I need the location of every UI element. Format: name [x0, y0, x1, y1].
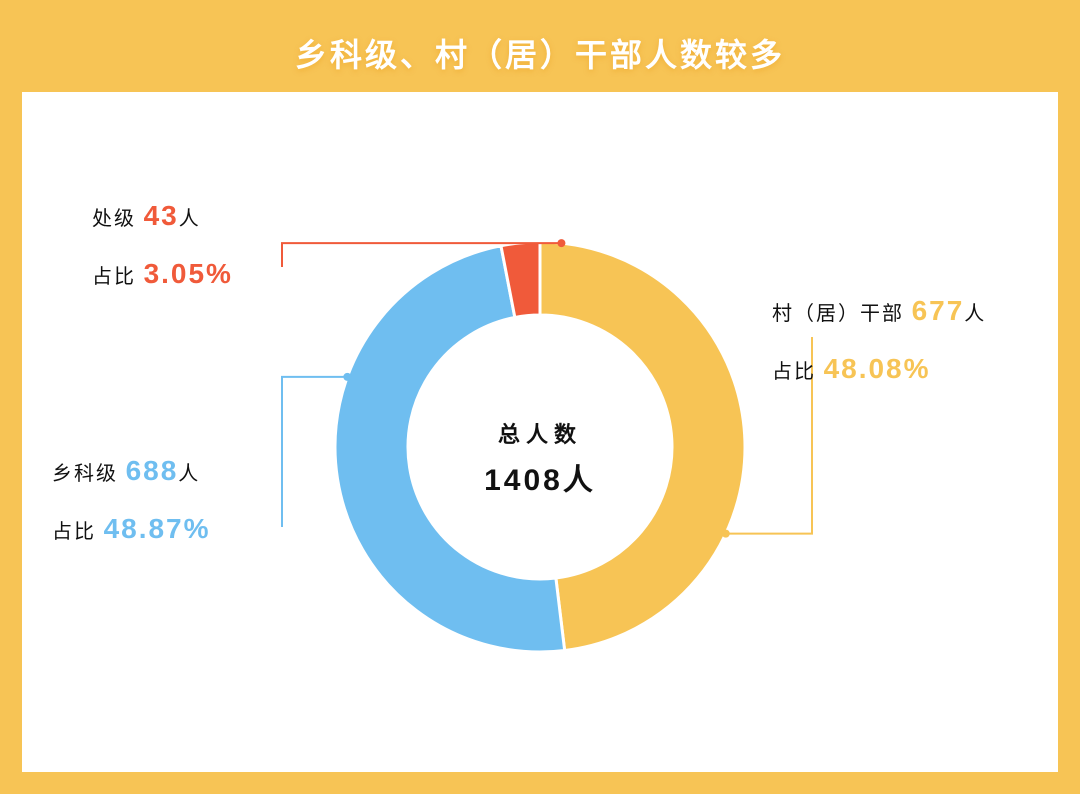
infographic-title: 乡科级、村（居）干部人数较多 — [0, 30, 1080, 76]
callout-prefix: 处级 — [92, 208, 144, 230]
callout-prefix: 乡科级 — [52, 463, 126, 485]
callout-line2: 占比 48.87% — [52, 505, 211, 553]
callout-count: 688 — [126, 455, 179, 486]
callout-ratio-label: 占比 — [772, 361, 824, 383]
callout-prefix: 村（居）干部 — [772, 303, 912, 325]
leader-dot-county — [557, 239, 565, 247]
infographic-card: 乡科级、村（居）干部人数较多 总人数 1408人 村（居）干部 677人占比 4… — [0, 0, 1080, 794]
callout-ratio-label: 占比 — [52, 521, 104, 543]
callout-village: 村（居）干部 677人占比 48.08% — [772, 287, 986, 392]
callout-ratio-label: 占比 — [92, 266, 144, 288]
callout-unit: 人 — [178, 463, 200, 485]
callout-line1: 处级 43人 — [92, 192, 233, 240]
donut-chart: 总人数 1408人 村（居）干部 677人占比 48.08%乡科级 688人占比… — [22, 92, 1058, 772]
chart-panel: 总人数 1408人 村（居）干部 677人占比 48.08%乡科级 688人占比… — [22, 92, 1058, 772]
callout-ratio: 3.05% — [144, 258, 233, 289]
callout-line1: 乡科级 688人 — [52, 447, 211, 495]
leader-dot-village — [722, 530, 730, 538]
callout-township: 乡科级 688人占比 48.87% — [52, 447, 211, 552]
callout-line2: 占比 48.08% — [772, 345, 986, 393]
callout-line1: 村（居）干部 677人 — [772, 287, 986, 335]
callout-unit: 人 — [964, 303, 986, 325]
callout-county: 处级 43人占比 3.05% — [92, 192, 233, 297]
callout-line2: 占比 3.05% — [92, 250, 233, 298]
center-total-label: 总人数 — [22, 417, 1058, 449]
callout-ratio: 48.87% — [104, 513, 211, 544]
callout-unit: 人 — [179, 208, 201, 230]
callout-count: 677 — [912, 295, 965, 326]
callout-count: 43 — [144, 200, 179, 231]
callout-ratio: 48.08% — [824, 353, 931, 384]
leader-dot-township — [343, 373, 351, 381]
